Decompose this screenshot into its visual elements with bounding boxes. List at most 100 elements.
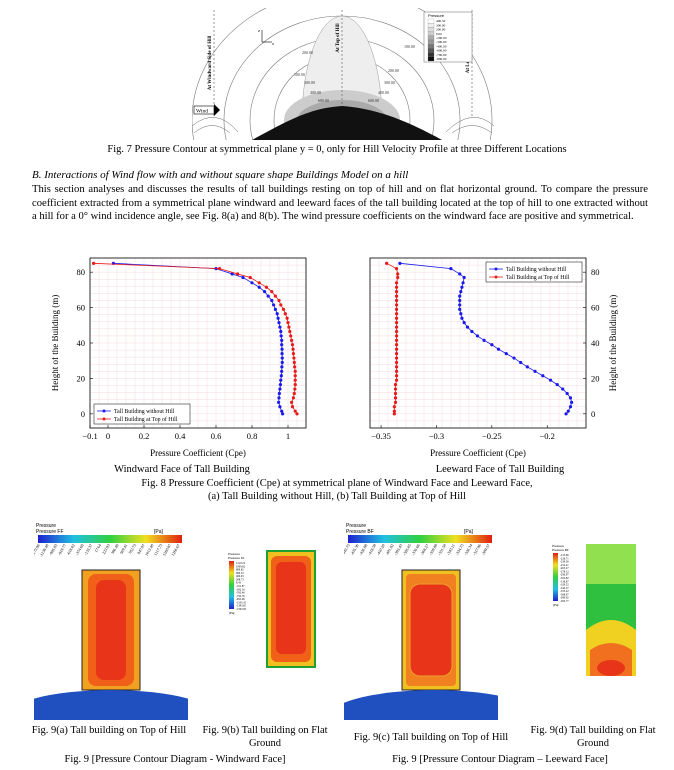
data-point	[277, 396, 281, 400]
data-point	[394, 303, 399, 307]
data-point	[393, 396, 398, 400]
data-point	[475, 334, 480, 338]
legend-value: -792.76	[236, 595, 245, 598]
fig9d-leeward-contour-image: Pressure Pressure BF -213.66-226.71-239.…	[552, 544, 636, 676]
data-point	[270, 290, 274, 294]
contour-label: 300.00	[304, 80, 315, 85]
data-point	[396, 272, 400, 276]
data-point	[281, 307, 286, 311]
data-point	[394, 369, 399, 373]
data-point	[393, 383, 398, 387]
legend-value: 223.93	[101, 543, 111, 555]
legend-value: -290.97	[560, 574, 569, 577]
data-point	[394, 347, 399, 351]
legend-value: -600.00	[436, 49, 447, 53]
legend-value: -410.20	[375, 543, 386, 556]
contour-label: 200.00	[388, 68, 399, 73]
legend-label: Tall Building without Hill	[114, 409, 175, 415]
data-point	[272, 303, 276, 307]
data-point	[459, 290, 463, 294]
contour-label: 300.00	[384, 80, 395, 85]
data-point	[241, 275, 245, 280]
data-point	[394, 307, 399, 311]
data-point	[394, 360, 399, 365]
legend-value: 409.03	[236, 575, 244, 578]
legend-value: -380.92	[560, 597, 569, 600]
legend-swatch	[427, 52, 435, 57]
legend-value: -309.57	[480, 543, 491, 556]
data-point	[504, 352, 508, 356]
ff-label: Pressure FF	[36, 529, 64, 535]
contour-label: 200.00	[302, 50, 313, 55]
legend-value: 1210.22	[236, 562, 246, 565]
legend-swatch	[427, 31, 435, 36]
x-tick-label: 0	[106, 431, 110, 441]
legend-value: -400.00	[436, 44, 447, 48]
legend-value: -300.00	[436, 40, 447, 44]
legend-value: -618.02	[65, 543, 76, 556]
legend-value: -133.37	[83, 543, 94, 556]
legend-value: 1009.82	[236, 565, 246, 568]
legend-title: Pressure	[428, 13, 445, 18]
fig7-windward-label: At Windward Side of Hill	[208, 35, 213, 90]
data-point	[394, 352, 399, 356]
data-point	[396, 275, 400, 280]
data-point	[394, 267, 399, 271]
fig9d-caption: Fig. 9(d) Tall building on Flat Ground	[530, 725, 656, 749]
data-point	[394, 316, 399, 320]
contour-label: 600.00	[368, 98, 379, 103]
data-point	[286, 321, 290, 325]
legend-value: -213.66	[560, 554, 569, 557]
wind-label: Wind	[196, 109, 208, 115]
data-point	[394, 298, 399, 303]
data-point	[291, 352, 295, 356]
legend-value: 0.00	[436, 32, 442, 36]
contour-label: 100.00	[404, 44, 415, 49]
data-point	[462, 321, 466, 325]
data-point	[280, 356, 284, 360]
legend-swatch	[427, 56, 435, 62]
data-point	[394, 338, 399, 342]
data-point	[548, 378, 553, 382]
data-point	[248, 275, 252, 280]
x-tick-label: −0.35	[371, 431, 391, 441]
pressure-label: Pressure	[228, 552, 240, 556]
data-point	[295, 412, 299, 416]
data-point	[292, 391, 296, 396]
ff-label: Pressure FF	[228, 556, 245, 560]
data-point	[257, 281, 261, 285]
contour-label: 400.00	[378, 90, 389, 95]
legend-value: -393.77	[560, 600, 569, 603]
data-point	[566, 409, 570, 413]
legend-value: 702.73	[127, 543, 137, 555]
legend-value: -592.46	[236, 592, 245, 595]
legend-value: -368.27	[419, 543, 430, 556]
data-point	[292, 360, 296, 365]
legend-value: 609.33	[236, 572, 244, 575]
legend-box	[485, 261, 583, 283]
legend-value: -239.56	[560, 561, 569, 564]
data-point	[280, 369, 284, 373]
data-point	[278, 405, 282, 409]
data-point	[283, 312, 287, 316]
fig8-left-subcaption: Windward Face of Tall Building	[114, 464, 250, 475]
data-point	[458, 272, 462, 276]
fig8-caption-line2: (a) Tall Building without Hill, (b) Tall…	[208, 491, 466, 502]
legend-value: -819.77	[57, 543, 68, 556]
legend-value: -359.89	[428, 543, 439, 556]
data-point	[270, 298, 274, 303]
legend-swatch	[427, 44, 435, 49]
chart-grid	[89, 257, 307, 429]
data-point	[250, 281, 254, 285]
legend-value: 809.82	[236, 569, 244, 572]
legend-value: 569.41	[119, 543, 129, 555]
data-point	[289, 334, 293, 338]
data-point	[482, 338, 486, 342]
data-point	[293, 365, 297, 369]
data-point	[565, 391, 569, 396]
y-tick-label: 0	[591, 409, 595, 419]
legend-value: -200.00	[436, 36, 447, 40]
data-point	[263, 290, 267, 294]
data-point	[287, 325, 291, 329]
legend-value: -1193.35	[236, 601, 247, 604]
